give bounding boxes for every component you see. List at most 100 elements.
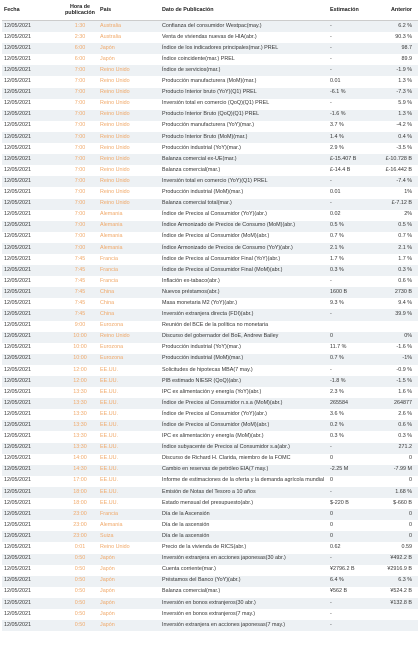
country-cell: Reino Unido	[100, 78, 130, 85]
date-cell: 12/05/2021	[4, 544, 31, 551]
table-row: 12/05/2021 7:00 Alemania Índice de Precios …	[2, 210, 418, 221]
table-row: 12/05/2021 7:00 Reino Unido Producción manu…	[2, 121, 418, 132]
event-cell: Préstamos del Banco (YoY)(abr.)	[160, 575, 328, 587]
event-cell: Índice de Precios al Consumidor (MoM)(ab…	[160, 420, 328, 432]
time-cell: 7:00	[74, 78, 86, 85]
previous-cell: -3.5 %	[396, 144, 412, 151]
country-cell: Reino Unido	[98, 176, 160, 188]
estimate-cell: -6.1 %	[328, 87, 374, 99]
date-cell: 12/05/2021	[4, 566, 31, 573]
table-row: 12/05/2021 13:30 EE.UU. Índice subyacente d…	[2, 442, 418, 454]
event-cell: Balanza comercial(mar.)	[162, 166, 221, 173]
event-cell: Discurso del gobernador del BoE, Andrew …	[160, 331, 328, 343]
date-cell: 12/05/2021	[2, 198, 62, 210]
event-cell: Inversión extranjera en acciones japones…	[160, 553, 328, 565]
estimate-cell: -	[328, 43, 374, 55]
estimate-cell: -	[330, 55, 332, 62]
time-cell: 2:30	[74, 33, 86, 40]
event-cell: Índice de Precios al Consumidor Final (Y…	[162, 255, 281, 262]
event-cell: Balanza comercial ex-UE(mar.)	[160, 154, 328, 166]
time-cell: 7:00	[74, 144, 86, 151]
date-cell: 12/05/2021	[2, 575, 62, 587]
previous-cell: $-660 B	[393, 499, 412, 506]
time-cell: 17:00	[73, 477, 87, 484]
estimate-cell: -	[330, 610, 332, 617]
time-cell: 13:30	[62, 398, 98, 410]
time-cell: 7:45	[74, 299, 86, 306]
date-cell: 12/05/2021	[2, 353, 62, 365]
date-cell: 12/05/2021	[4, 189, 31, 196]
date-cell: 12/05/2021	[2, 87, 62, 99]
time-cell: 7:00	[62, 198, 98, 210]
time-cell: 13:30	[62, 420, 98, 432]
event-cell: Producto Interior Bruto (QoQ)(Q1) PREL	[160, 109, 328, 121]
date-cell: 12/05/2021	[2, 442, 62, 454]
previous-cell: 2.6 %	[398, 410, 412, 417]
table-row: 12/05/2021 7:45 China Inversión extranjera …	[2, 309, 418, 321]
estimate-cell: 2.3 %	[330, 388, 344, 395]
estimate-cell: 0	[330, 477, 333, 484]
country-cell: Reino Unido	[100, 166, 130, 173]
table-row: 12/05/2021 13:30 EE.UU. Índice de Precios a…	[2, 398, 418, 410]
date-cell: 12/05/2021	[2, 131, 62, 144]
estimate-cell: ¥562 B	[330, 588, 348, 595]
previous-cell: 1.68 %	[374, 486, 418, 499]
date-cell: 12/05/2021	[2, 597, 62, 609]
table-row: 12/05/2021 0:50 Japón Cuenta corriente(mar.…	[2, 565, 418, 576]
time-cell: 7:00	[74, 189, 86, 196]
time-cell: 7:00	[62, 131, 98, 144]
country-cell: China	[98, 309, 160, 321]
time-cell: 7:45	[74, 255, 86, 262]
estimate-cell: 1.4 %	[328, 131, 374, 144]
table-row: 12/05/2021 7:00 Reino Unido Producto Interi…	[2, 87, 418, 99]
estimate-cell: £-15.407 B	[328, 154, 374, 166]
date-cell: 12/05/2021	[2, 65, 62, 77]
event-cell: Producción manufacturera (YoY)(mar.)	[162, 122, 255, 129]
table-row: 12/05/2021 7:45 Francia Inflación ex-tabaco…	[2, 276, 418, 287]
country-cell: Reino Unido	[98, 131, 160, 144]
table-row: 12/05/2021 7:00 Reino Unido Producto Interi…	[2, 109, 418, 121]
event-cell: Solicitudes de hipotecas MBA(7 may.)	[162, 366, 253, 373]
country-cell: Reino Unido	[98, 331, 160, 343]
previous-cell: 39.9 %	[374, 309, 418, 321]
estimate-cell: 0.5 %	[328, 220, 374, 232]
time-cell: 7:00	[62, 242, 98, 254]
table-row: 12/05/2021 7:00 Alemania Índice de Precios …	[2, 232, 418, 243]
event-cell: Cambio en reservas de petróleo EIA(7 may…	[160, 464, 328, 476]
time-cell: 0:50	[62, 620, 98, 632]
table-row: 12/05/2021 13:30 EE.UU. IPC ex alimentación…	[2, 387, 418, 398]
previous-cell: 5.9 %	[398, 100, 412, 107]
time-cell: 7:00	[62, 176, 98, 188]
date-cell: 12/05/2021	[2, 154, 62, 166]
table-row: 12/05/2021 14:30 EE.UU. Cambio en reservas …	[2, 464, 418, 476]
estimate-cell: 0.01	[330, 78, 341, 85]
estimate-cell: 0.3 %	[328, 265, 374, 277]
estimate-cell: -	[328, 65, 374, 77]
event-cell: Índice subyacente de Precios al Consumid…	[160, 442, 328, 454]
time-cell: 7:00	[74, 100, 86, 107]
table-row: 12/05/2021 14:00 EE.UU. Discurso de Richard…	[2, 454, 418, 465]
time-cell: 7:00	[62, 154, 98, 166]
estimate-cell: 0	[328, 509, 374, 521]
country-cell: Japón	[100, 588, 115, 595]
estimate-cell: 0.2 %	[328, 420, 374, 432]
previous-cell: 1.3 %	[398, 78, 412, 85]
previous-cell: £-10.728 B	[374, 154, 418, 166]
header-row: Fecha Hora de publicación País Dato de Publ…	[2, 0, 418, 21]
country-cell: Reino Unido	[100, 100, 130, 107]
estimate-cell: 0.7 %	[330, 233, 344, 240]
estimate-cell: ¥2796.2 B	[330, 566, 355, 573]
estimate-cell	[328, 321, 374, 332]
date-cell: 12/05/2021	[4, 588, 31, 595]
previous-cell: -4.2 %	[396, 122, 412, 129]
country-cell: EE.UU.	[100, 477, 118, 484]
previous-cell: 0	[374, 531, 418, 543]
time-cell: 14:00	[73, 455, 87, 462]
country-cell: Reino Unido	[98, 154, 160, 166]
estimate-cell: 0.7 %	[328, 353, 374, 365]
table-row: 12/05/2021 6:00 Japón Índice coincidente(ma…	[2, 54, 418, 65]
estimate-cell: 2.9 %	[330, 144, 344, 151]
event-cell: Inflación ex-tabaco(abr.)	[162, 277, 220, 284]
previous-cell: 0.4 %	[374, 131, 418, 144]
previous-cell: -1.6 %	[396, 344, 412, 351]
